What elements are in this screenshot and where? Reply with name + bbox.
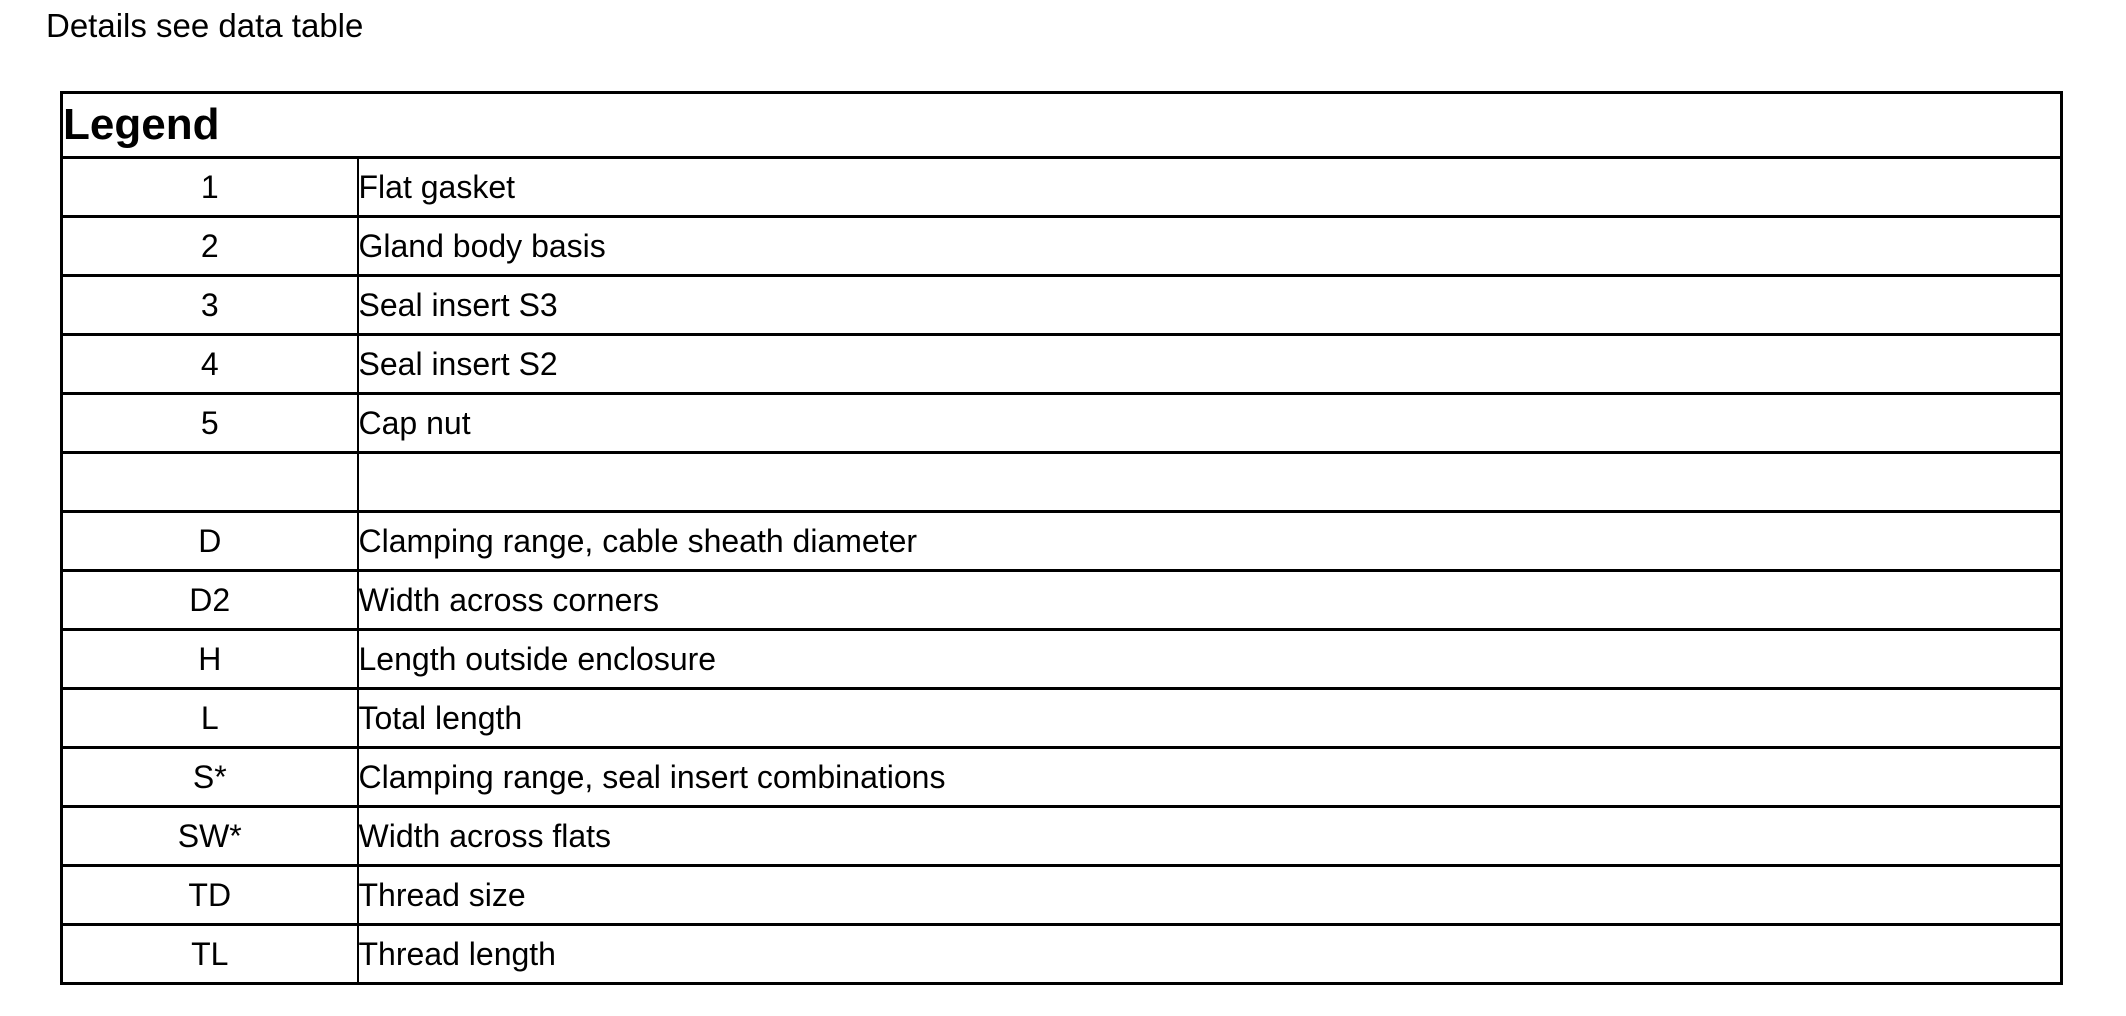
legend-description: Gland body basis (356, 215, 2063, 277)
legend-description: Cap nut (356, 392, 2063, 454)
legend-description: Clamping range, seal insert combinations (356, 746, 2063, 808)
legend-key: TD (60, 864, 359, 926)
legend-key: TL (60, 923, 359, 985)
table-row-spacer (60, 451, 2063, 513)
legend-description: Seal insert S3 (356, 274, 2063, 336)
legend-description: Width across flats (356, 805, 2063, 867)
legend-description: Width across corners (356, 569, 2063, 631)
legend-title: Legend (60, 91, 2063, 159)
legend-description: Total length (356, 687, 2063, 749)
table-row: D2 Width across corners (60, 569, 2063, 631)
table-row: TL Thread length (60, 923, 2063, 985)
legend-key: 4 (60, 333, 359, 395)
table-row: 4 Seal insert S2 (60, 333, 2063, 395)
legend-key: 5 (60, 392, 359, 454)
legend-key: S* (60, 746, 359, 808)
legend-key: D2 (60, 569, 359, 631)
table-row: L Total length (60, 687, 2063, 749)
legend-description (356, 451, 2063, 513)
legend-description: Seal insert S2 (356, 333, 2063, 395)
table-row: 5 Cap nut (60, 392, 2063, 454)
table-row: 2 Gland body basis (60, 215, 2063, 277)
legend-key: D (60, 510, 359, 572)
legend-key: 2 (60, 215, 359, 277)
table-row: S* Clamping range, seal insert combinati… (60, 746, 2063, 808)
table-row: TD Thread size (60, 864, 2063, 926)
legend-key: L (60, 687, 359, 749)
table-row: H Length outside enclosure (60, 628, 2063, 690)
legend-key (60, 451, 359, 513)
legend-description: Flat gasket (356, 156, 2063, 218)
legend-key: SW* (60, 805, 359, 867)
legend-description: Clamping range, cable sheath diameter (356, 510, 2063, 572)
legend-header-row: Legend (60, 91, 2063, 159)
table-row: D Clamping range, cable sheath diameter (60, 510, 2063, 572)
legend-key: H (60, 628, 359, 690)
table-row: SW* Width across flats (60, 805, 2063, 867)
legend-key: 1 (60, 156, 359, 218)
legend-description: Thread size (356, 864, 2063, 926)
legend-description: Thread length (356, 923, 2063, 985)
legend-key: 3 (60, 274, 359, 336)
table-row: 3 Seal insert S3 (60, 274, 2063, 336)
legend-description: Length outside enclosure (356, 628, 2063, 690)
legend-table: Legend 1 Flat gasket 2 Gland body basis … (60, 91, 2064, 985)
details-note: Details see data table (46, 7, 364, 44)
table-row: 1 Flat gasket (60, 156, 2063, 218)
